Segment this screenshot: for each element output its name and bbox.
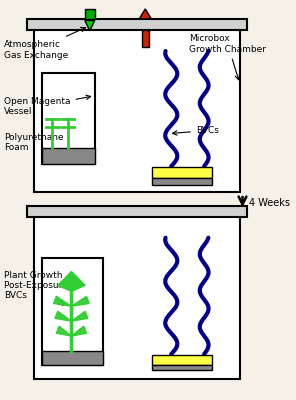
Bar — [28, 206, 247, 217]
Bar — [43, 258, 103, 365]
Bar — [34, 25, 240, 192]
Bar — [85, 9, 95, 19]
Text: Open Magenta
Vessel: Open Magenta Vessel — [4, 95, 91, 116]
Text: Polyurethane
Foam: Polyurethane Foam — [4, 133, 65, 156]
Polygon shape — [54, 296, 71, 306]
Polygon shape — [71, 296, 89, 306]
Polygon shape — [71, 326, 86, 336]
Bar — [152, 167, 213, 178]
Polygon shape — [71, 311, 88, 321]
Bar — [142, 30, 149, 47]
Bar — [152, 178, 213, 184]
Bar — [43, 351, 103, 365]
Text: Microbox
Growth Chamber: Microbox Growth Chamber — [189, 34, 266, 80]
Text: 4 Weeks: 4 Weeks — [249, 198, 290, 208]
Bar — [28, 19, 247, 30]
Polygon shape — [55, 311, 71, 321]
Bar — [43, 148, 94, 164]
Bar — [152, 365, 213, 370]
Bar — [152, 355, 213, 365]
Text: Plant Growth
Post-Exposure to
BVCs: Plant Growth Post-Exposure to BVCs — [4, 270, 80, 305]
Polygon shape — [85, 20, 95, 31]
Text: BVCs: BVCs — [173, 126, 219, 135]
Bar — [43, 73, 94, 164]
Polygon shape — [139, 9, 151, 19]
Bar — [34, 212, 240, 379]
Polygon shape — [58, 272, 85, 291]
Text: Atmospheric
Gas Exchange: Atmospheric Gas Exchange — [4, 28, 86, 60]
Polygon shape — [56, 326, 71, 336]
